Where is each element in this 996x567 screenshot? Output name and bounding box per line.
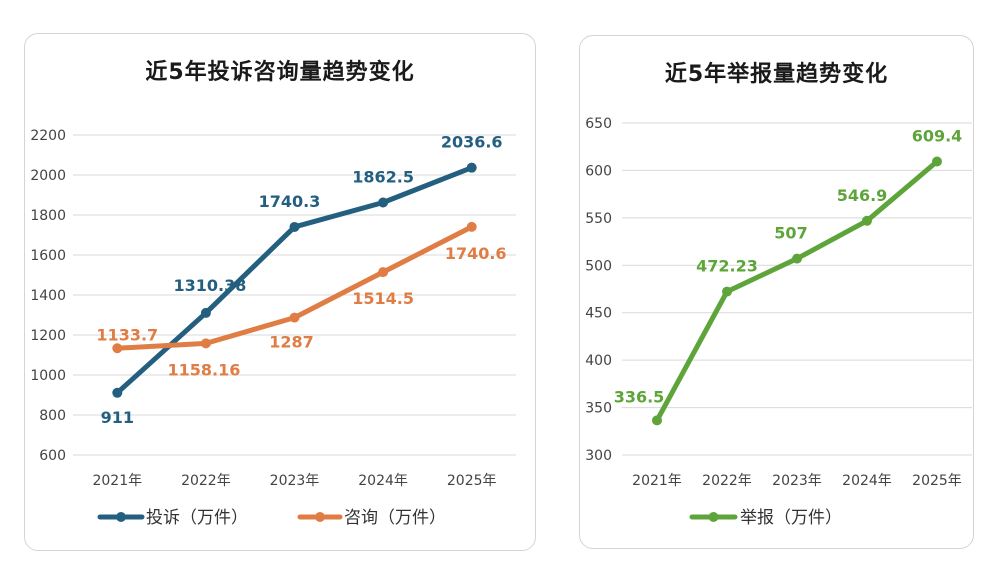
data-label: 1514.5 [352,289,414,308]
y-tick-label: 2000 [30,168,66,184]
y-tick-label: 350 [585,401,612,417]
data-point [652,415,662,426]
data-label: 546.9 [837,186,888,205]
data-label: 609.4 [912,127,963,146]
right-chart-panel: 近5年举报量趋势变化 [579,35,974,549]
x-tick-label: 2022年 [181,473,231,489]
data-point [932,156,942,167]
data-label: 911 [101,408,134,427]
data-point [200,338,211,349]
data-label: 472.23 [696,257,758,276]
x-tick-label: 2023年 [772,473,822,489]
data-label: 1740.6 [445,244,507,263]
data-point [862,215,872,226]
data-label: 1862.5 [352,168,414,187]
data-point [112,387,123,398]
data-label: 1287 [269,333,314,352]
legend-label: 投诉（万件） [146,508,248,528]
data-point [378,267,389,278]
y-tick-label: 800 [39,408,66,424]
left-chart-panel: 近5年投诉咨询量趋势变化 [24,33,536,551]
x-tick-label: 2021年 [632,473,682,489]
y-tick-label: 500 [585,258,612,274]
y-tick-label: 1800 [30,208,66,224]
x-tick-label: 2025年 [912,473,962,489]
data-label: 336.5 [614,387,665,406]
data-point [792,253,802,264]
series-line [654,159,940,423]
y-tick-label: 1000 [30,368,66,384]
legend-marker [315,512,325,522]
data-point [200,307,211,318]
y-tick-label: 400 [585,353,612,369]
data-label: 1310.38 [173,276,246,295]
x-tick-label: 2024年 [358,473,408,489]
data-point [289,312,300,323]
legend-label: 举报（万件） [740,508,842,528]
data-point [112,343,123,354]
y-tick-label: 600 [585,163,612,179]
chart-title: 近5年投诉咨询量趋势变化 [145,60,415,85]
data-point [378,197,389,208]
x-tick-label: 2024年 [842,473,892,489]
data-point [722,286,732,297]
legend-marker [708,512,719,522]
x-tick-label: 2021年 [92,473,142,489]
y-tick-label: 650 [585,116,612,132]
y-tick-label: 450 [585,306,612,322]
data-point [466,221,477,232]
data-label: 1740.3 [259,192,321,211]
y-tick-label: 1400 [30,288,66,304]
y-tick-label: 550 [585,211,612,227]
legend-marker [116,512,126,522]
x-tick-label: 2023年 [270,473,320,489]
x-tick-label: 2025年 [447,473,497,489]
data-label: 1158.16 [167,360,240,379]
legend-label: 咨询（万件） [344,508,446,528]
data-label: 2036.6 [441,133,503,152]
y-tick-label: 2200 [30,128,66,144]
x-tick-label: 2022年 [702,473,752,489]
data-label: 1133.7 [96,325,158,344]
data-point [289,221,300,232]
chart-title: 近5年举报量趋势变化 [664,62,889,87]
y-tick-label: 1600 [30,248,66,264]
y-tick-label: 600 [39,448,66,464]
data-label: 507 [774,224,807,243]
y-tick-label: 1200 [30,328,66,344]
y-tick-label: 300 [585,448,612,464]
data-point [466,162,477,173]
